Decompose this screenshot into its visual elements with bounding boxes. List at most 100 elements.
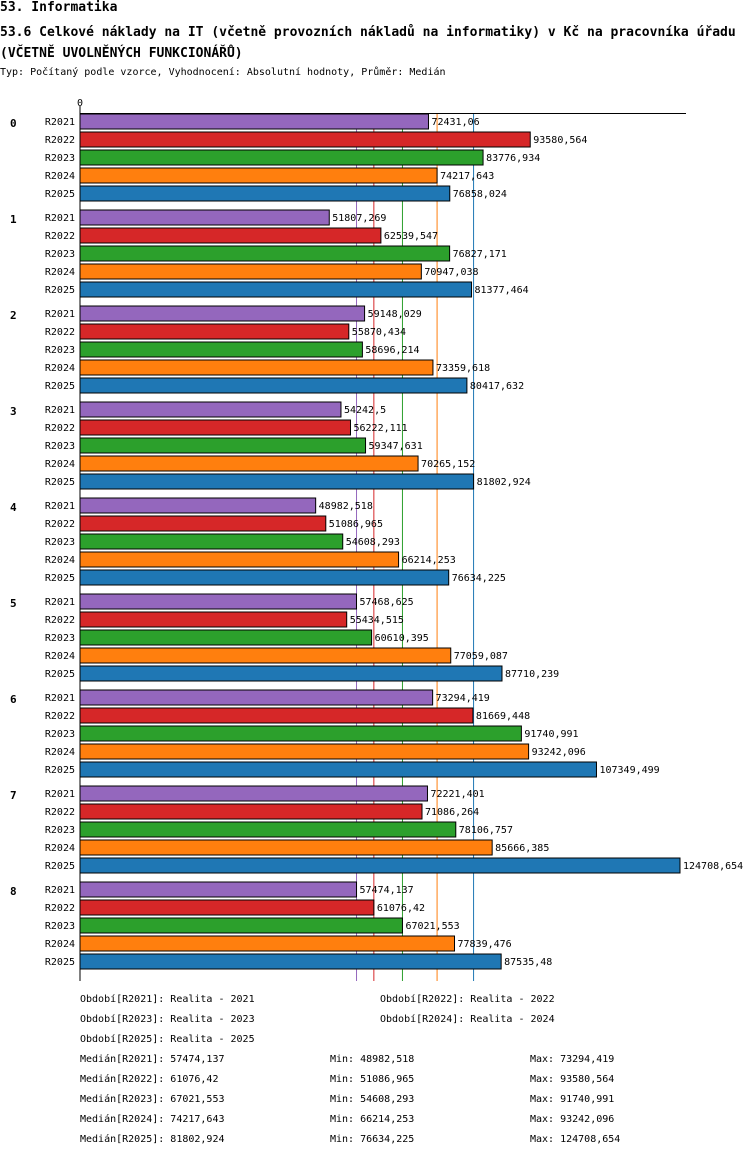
legend-median-r2023: Medián[R2023]: 67021,553: [80, 1094, 225, 1105]
legend-period-r2024: Období[R2024]: Realita - 2024: [380, 1014, 555, 1025]
section-heading: 53. Informatika: [0, 0, 118, 15]
legend-period-r2022: Období[R2022]: Realita - 2022: [380, 994, 555, 1005]
bar-r2024: [79, 839, 493, 856]
category-label: R2024: [45, 651, 75, 662]
category-label: R2023: [45, 537, 75, 548]
category-label: R2025: [45, 477, 75, 488]
legend-min-r2024: Min: 66214,253: [330, 1114, 415, 1125]
bar-r2023: [79, 533, 344, 550]
bar-value-label: 67021,553: [405, 921, 459, 932]
category-label: R2022: [45, 519, 75, 530]
category-label: R2024: [45, 843, 75, 854]
bar-r2022: [79, 707, 474, 724]
bar-value-label: 57474,137: [360, 885, 414, 896]
category-label: R2022: [45, 135, 75, 146]
category-label: R2024: [45, 555, 75, 566]
bar-r2023: [79, 821, 457, 838]
bar-r2025: [79, 185, 451, 202]
category-label: R2021: [45, 693, 75, 704]
bar-r2024: [79, 551, 400, 568]
legend-median-r2021: Medián[R2021]: 57474,137: [80, 1054, 225, 1065]
bar-r2024: [79, 743, 530, 760]
bar-value-label: 81377,464: [475, 285, 529, 296]
category-label: R2025: [45, 381, 75, 392]
bar-r2023: [79, 917, 403, 934]
bar-r2024: [79, 263, 422, 280]
group-label: 8: [10, 885, 17, 898]
category-label: R2025: [45, 189, 75, 200]
category-label: R2024: [45, 363, 75, 374]
legend-max-r2024: Max: 93242,096: [530, 1114, 615, 1125]
bar-r2021: [79, 305, 366, 322]
bar-r2022: [79, 515, 327, 532]
category-label: R2021: [45, 885, 75, 896]
bar-r2024: [79, 455, 419, 472]
bar-r2022: [79, 611, 348, 628]
category-label: R2025: [45, 285, 75, 296]
legend-max-r2025: Max: 124708,654: [530, 1134, 621, 1145]
bar-value-label: 72431,06: [431, 117, 479, 128]
chart-title: 53.6 Celkové náklady na IT (včetně provo…: [0, 25, 736, 61]
category-label: R2023: [45, 249, 75, 260]
bar-r2022: [79, 131, 531, 148]
group-label: 0: [10, 117, 17, 130]
category-label: R2022: [45, 423, 75, 434]
category-label: R2022: [45, 231, 75, 242]
bar-r2023: [79, 245, 451, 262]
category-label: R2021: [45, 597, 75, 608]
group-label: 7: [10, 789, 17, 802]
bar-r2022: [79, 227, 382, 244]
category-label: R2022: [45, 615, 75, 626]
category-label: R2024: [45, 939, 75, 950]
bar-r2022: [79, 899, 375, 916]
bar-r2021: [79, 113, 429, 130]
group-label: 6: [10, 693, 17, 706]
group-label: 4: [10, 501, 17, 514]
bar-value-label: 71086,264: [425, 807, 479, 818]
bar-value-label: 91740,991: [524, 729, 578, 740]
category-label: R2021: [45, 117, 75, 128]
legend-median-r2025: Medián[R2025]: 81802,924: [80, 1134, 225, 1145]
chart-subtitle: Typ: Počítaný podle vzorce, Vyhodnocení:…: [0, 67, 446, 78]
bar-value-label: 77059,087: [454, 651, 508, 662]
bar-r2024: [79, 647, 452, 664]
bar-value-label: 87535,48: [504, 957, 552, 968]
category-label: R2024: [45, 459, 75, 470]
legend-median-r2024: Medián[R2024]: 74217,643: [80, 1114, 225, 1125]
bar-value-label: 76858,024: [453, 189, 507, 200]
bar-r2025: [79, 281, 473, 298]
category-label: R2022: [45, 327, 75, 338]
bar-r2021: [79, 497, 317, 514]
group-label: 2: [10, 309, 17, 322]
bar-value-label: 54608,293: [346, 537, 400, 548]
group-label: 3: [10, 405, 17, 418]
bar-value-label: 62539,547: [384, 231, 438, 242]
category-label: R2023: [45, 921, 75, 932]
category-label: R2025: [45, 573, 75, 584]
bar-value-label: 77839,476: [458, 939, 512, 950]
group-label: 5: [10, 597, 17, 610]
bar-r2021: [79, 881, 358, 898]
bar-value-label: 81669,448: [476, 711, 530, 722]
legend-max-r2023: Max: 91740,991: [530, 1094, 615, 1105]
bar-r2025: [79, 377, 468, 394]
bar-value-label: 70265,152: [421, 459, 475, 470]
legend-max-r2021: Max: 73294,419: [530, 1054, 615, 1065]
bar-r2021: [79, 401, 342, 418]
legend-max-r2022: Max: 93580,564: [530, 1074, 615, 1085]
axis-zero-label: 0: [77, 98, 83, 109]
bar-value-label: 48982,518: [319, 501, 373, 512]
bar-value-label: 76634,225: [452, 573, 506, 584]
bar-value-label: 93580,564: [533, 135, 587, 146]
bar-value-label: 93242,096: [532, 747, 586, 758]
legend-period-r2021: Období[R2021]: Realita - 2021: [80, 994, 255, 1005]
bar-value-label: 78106,757: [459, 825, 513, 836]
bar-r2023: [79, 341, 363, 358]
category-label: R2023: [45, 825, 75, 836]
bar-value-label: 76827,171: [453, 249, 507, 260]
bar-value-label: 73359,618: [436, 363, 490, 374]
bar-value-label: 61076,42: [377, 903, 425, 914]
category-label: R2021: [45, 789, 75, 800]
legend-median-r2022: Medián[R2022]: 61076,42: [80, 1074, 219, 1085]
